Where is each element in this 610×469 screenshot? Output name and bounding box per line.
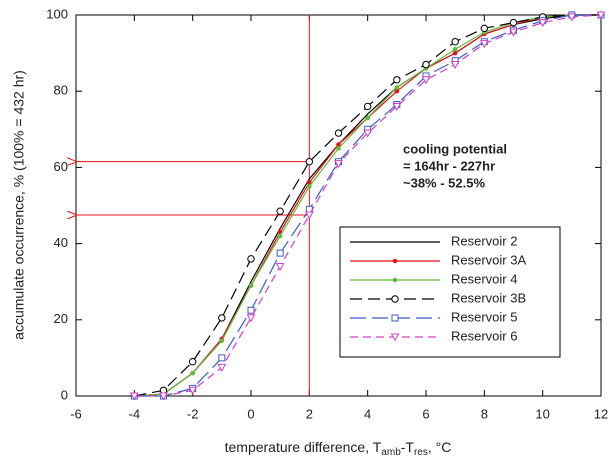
- marker: [479, 40, 489, 49]
- marker: [336, 146, 341, 151]
- x-label-part: -T: [401, 439, 415, 455]
- annotation: ~38% - 52.5%: [403, 175, 485, 190]
- x-tick-label: 2: [306, 406, 313, 421]
- marker: [363, 102, 372, 111]
- marker: [247, 306, 255, 314]
- marker: [596, 11, 606, 20]
- y-tick-label: 80: [54, 83, 68, 98]
- x-tick-label: 0: [247, 406, 254, 421]
- legend-label: Reservoir 3A: [451, 252, 526, 267]
- marker: [188, 386, 198, 395]
- marker: [390, 333, 400, 342]
- marker: [305, 157, 314, 166]
- marker: [392, 102, 402, 111]
- x-label-sub: res: [414, 447, 428, 458]
- legend-label: Reservoir 6: [451, 328, 517, 343]
- legend-label: Reservoir 5: [451, 309, 517, 324]
- marker: [394, 88, 400, 94]
- x-label-part: , °C: [428, 439, 452, 455]
- y-tick-label: 0: [61, 387, 68, 402]
- y-tick-label: 100: [46, 6, 68, 21]
- marker: [334, 160, 343, 169]
- marker: [190, 370, 195, 376]
- x-tick-label: -4: [129, 406, 141, 421]
- marker: [277, 233, 283, 239]
- marker: [422, 60, 430, 69]
- marker: [334, 129, 343, 137]
- x-tick-label: -2: [187, 406, 199, 421]
- marker: [307, 184, 312, 189]
- marker: [393, 76, 401, 84]
- marker: [480, 24, 489, 33]
- annotation: cooling potential: [403, 141, 507, 156]
- marker: [129, 392, 139, 401]
- x-label-part: temperature difference, T: [225, 439, 382, 455]
- marker: [248, 283, 254, 288]
- legend: Reservoir 2 Reservoir 3A Reservoir 4 Reserv…: [339, 226, 561, 358]
- marker: [451, 37, 459, 46]
- marker: [421, 76, 431, 85]
- x-tick-label: 8: [481, 406, 488, 421]
- marker: [365, 115, 370, 121]
- marker: [452, 46, 458, 52]
- marker: [392, 258, 398, 264]
- marker: [247, 255, 255, 263]
- marker: [218, 354, 226, 362]
- marker: [276, 207, 284, 215]
- y-tick-label: 60: [54, 159, 68, 174]
- y-axis-label: accumulate occurrence, % (100% = 432 hr): [11, 70, 27, 340]
- plot-frame: [75, 14, 602, 397]
- marker: [246, 314, 256, 323]
- marker: [452, 50, 458, 56]
- x-tick-label: 4: [364, 406, 371, 421]
- x-axis-label: temperature difference, Tamb-Tres, °C: [225, 439, 452, 458]
- x-tick-label: 6: [422, 406, 429, 421]
- marker: [336, 142, 341, 147]
- marker: [509, 28, 518, 37]
- marker: [567, 13, 577, 22]
- legend-label: Reservoir 4: [451, 271, 517, 286]
- legend-label: Reservoir 3B: [451, 290, 526, 305]
- marker: [159, 392, 168, 401]
- marker: [363, 129, 373, 138]
- legend-label: Reservoir 2: [451, 233, 517, 248]
- marker: [219, 338, 225, 344]
- marker: [391, 314, 399, 322]
- series-line: [134, 14, 601, 397]
- marker: [394, 85, 400, 90]
- x-tick-label: 10: [535, 406, 549, 421]
- marker: [218, 314, 226, 322]
- series-line: [134, 14, 602, 397]
- legend-box: [339, 226, 561, 358]
- x-tick-label: -6: [70, 406, 82, 421]
- y-tick-label: 20: [54, 311, 68, 326]
- marker: [509, 18, 518, 27]
- marker: [304, 211, 314, 220]
- x-tick-label: 12: [594, 406, 608, 421]
- marker: [275, 262, 285, 272]
- marker: [450, 61, 460, 70]
- y-tick-label: 40: [54, 235, 68, 250]
- marker: [276, 249, 284, 257]
- annotation: = 164hr - 227hr: [403, 158, 495, 173]
- marker: [217, 363, 227, 372]
- marker: [188, 358, 197, 366]
- marker: [538, 19, 548, 28]
- x-label-sub: amb: [381, 447, 401, 458]
- marker: [391, 295, 399, 303]
- marker: [392, 277, 398, 283]
